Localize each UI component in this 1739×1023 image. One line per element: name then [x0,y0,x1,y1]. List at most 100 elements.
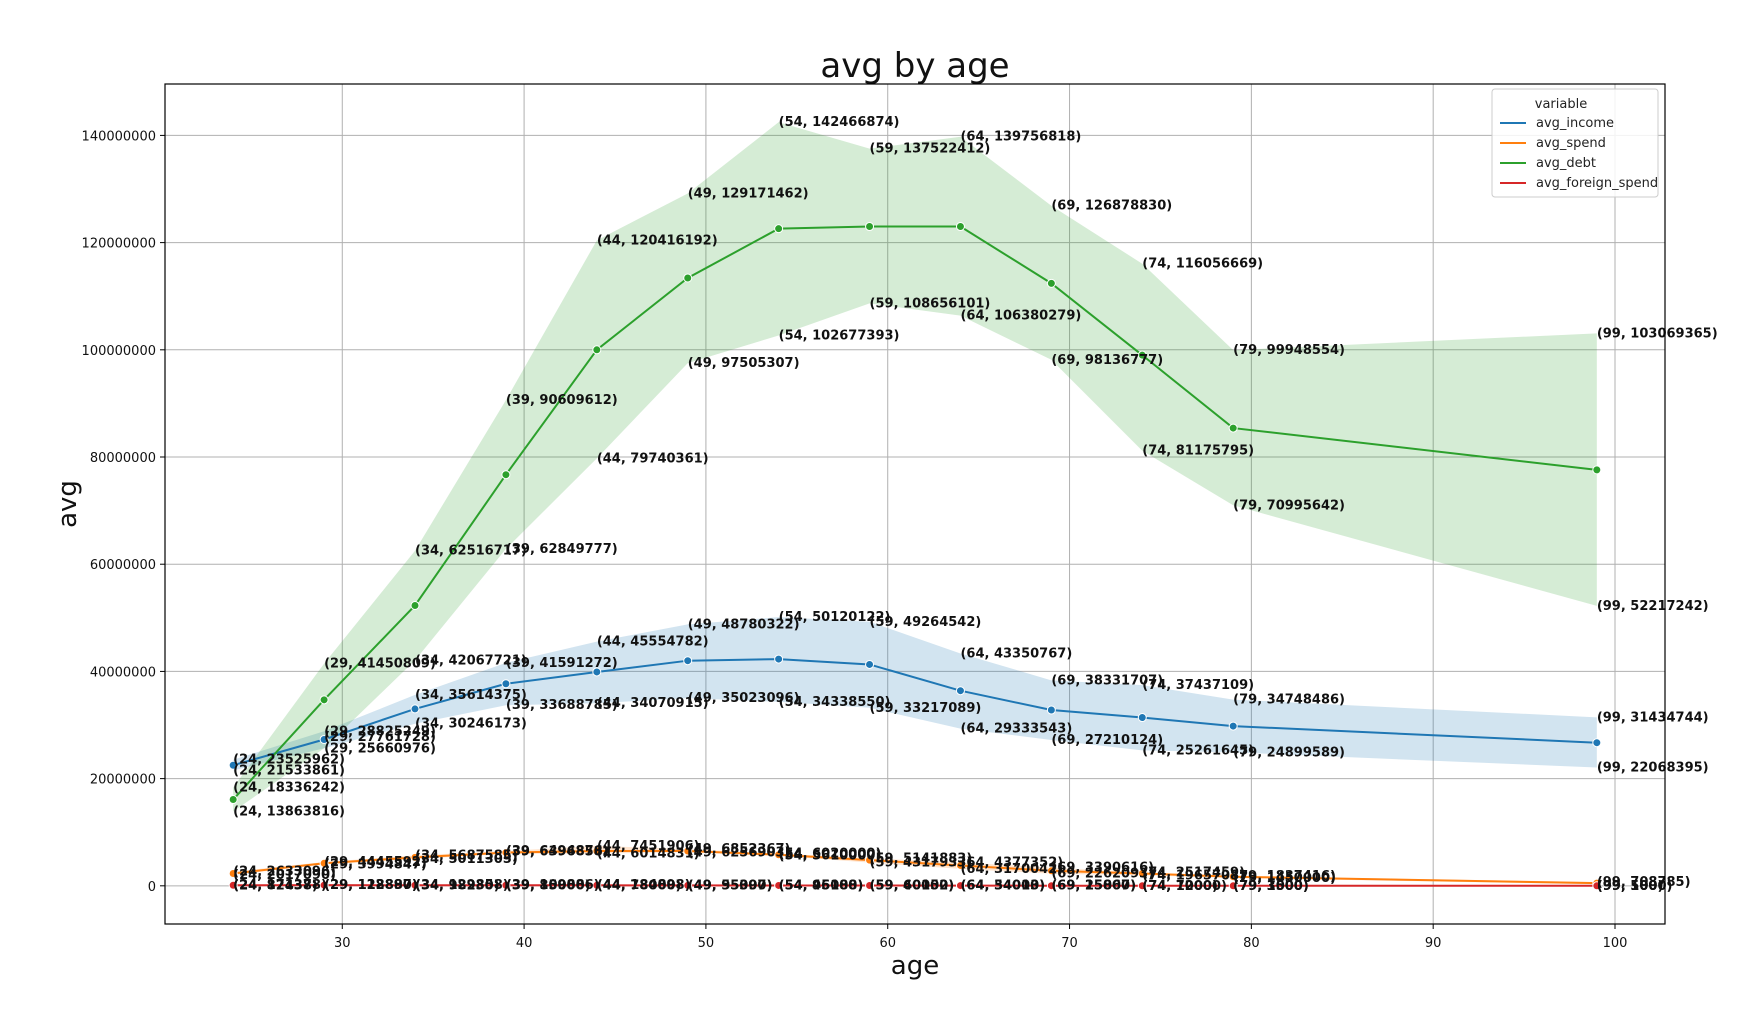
y-tick-label: 100000000 [82,344,156,359]
avg_debt-point [1592,465,1602,475]
data-label: (44, 120416192) [597,233,718,248]
data-label: (64, 43350767) [960,646,1072,661]
avg_debt-point [1046,278,1056,288]
data-label: (49, 35023096) [688,691,800,706]
data-label: (74, 1965708) [1142,868,1245,883]
data-label: (29, 27761728) [324,730,436,745]
avg_income-point [1592,738,1602,748]
data-label: (69, 2262093) [1051,867,1154,882]
avg_foreign_spend-point [228,880,238,890]
data-label: (54, 5610000) [779,849,882,864]
avg_foreign_spend-point [1046,881,1056,891]
data-label: (44, 184898) [597,878,691,893]
avg_income-band [233,617,1597,771]
data-label: (74, 7000) [1142,879,1218,894]
avg_income-point [1228,721,1238,731]
data-label: (49, 95397) [688,878,773,893]
avg_income-point [592,667,602,677]
avg_income-point [410,704,420,714]
avg_income-point [865,659,875,669]
data-label: (79, 3000) [1233,879,1309,894]
data-label: (59, 5141883) [870,851,973,866]
data-label: (39, 62849777) [506,542,618,557]
data-label: (44, 78000) [597,878,682,893]
data-label: (59, 60152) [870,878,955,893]
avg_foreign_spend-point [592,880,602,890]
data-label: (69, 38331707) [1051,673,1163,688]
avg_income-point [774,654,784,664]
data-label: (69, 126878830) [1051,199,1172,214]
data-label: (44, 45554782) [597,635,709,650]
data-label: (34, 62516717) [415,544,527,559]
avg_debt-point [1137,350,1147,360]
avg_debt-point [319,695,329,705]
data-label: (69, 25867) [1051,879,1136,894]
avg_spend-point [683,846,693,856]
data-label: (44, 6014831) [597,847,700,862]
data-label: (64, 4377352) [960,855,1063,870]
data-label: (29, 4445592) [324,855,427,870]
data-label: (99, 22068395) [1597,761,1709,776]
data-label: (74, 81175795) [1142,444,1254,459]
data-label: (74, 37437109) [1142,678,1254,693]
data-label: (79, 99948554) [1233,343,1345,358]
data-label: (39, 33688785) [506,698,618,713]
avg_spend-point [774,850,784,860]
avg_spend-point [319,858,329,868]
data-label: (99, 52217242) [1597,599,1709,614]
data-label: (54, 96188) [779,878,864,893]
data-label: (34, 35614375) [415,688,527,703]
avg_foreign_spend-point [410,880,420,890]
data-label: (54, 50120122) [779,610,891,625]
data-label: (79, 1837416) [1233,869,1336,884]
data-label: (99, 31434744) [1597,710,1709,725]
y-tick-label: 20000000 [90,773,156,788]
data-label: (74, 2517459) [1142,865,1245,880]
avg_debt-point [865,222,875,232]
avg_debt-point [592,345,602,355]
data-label: (59, 108656101) [870,296,991,311]
data-label: (64, 29333543) [960,722,1072,737]
data-label: (54, 102677393) [779,328,900,343]
data-label: (39, 6494876) [506,844,609,859]
data-label: (49, 97505307) [688,356,800,371]
data-label: (24, 82438) [233,878,318,893]
legend-label-avg_spend: avg_spend [1536,136,1606,151]
data-label: (69, 98136777) [1051,353,1163,368]
avg_income-point [319,734,329,744]
data-annotations: (54, 142466874) (64, 139756818)(59, 13752… [233,115,1717,894]
data-label: (24, 2017090) [233,868,336,883]
avg_foreign_spend-point [865,881,875,891]
data-label: (24, 13863816) [233,805,345,820]
avg_spend-band [233,845,1597,885]
data-label: (49, 55000) [688,879,773,894]
avg_foreign_spend-point [501,880,511,890]
data-label: (79, 1500) [1233,879,1309,894]
avg_debt-point [955,222,965,232]
data-label: (54, 34338550) [779,695,891,710]
legend-label-avg_income: avg_income [1536,116,1614,131]
data-label: (39, 109886) [506,878,600,893]
grid-layer [165,84,1665,924]
data-label: (74, 116056669) [1142,257,1263,272]
axis-ticks: 30 40 50 60 70 80 90 100 0 20000000 40000000 600000… [82,129,1628,951]
data-label: (29, 25660976) [324,741,436,756]
avg_foreign_spend-point [1228,881,1238,891]
data-label: (69, 27210124) [1051,733,1163,748]
data-label: (49, 6852367) [688,842,791,857]
legend-entries: avg_income avg_spend avg_debt avg_foreign_s… [1500,116,1658,191]
y-tick-label: 40000000 [90,665,156,680]
data-label: (79, 34748486) [1233,693,1345,708]
avg_income-point [683,656,693,666]
data-label: (64, 34000) [960,879,1045,894]
x-tick-label: 70 [1061,936,1078,951]
avg_debt-point [774,224,784,234]
y-tick-label: 140000000 [82,129,156,144]
data-label: (64, 3170042) [960,862,1063,877]
data-label: (44, 34070915) [597,696,709,711]
avg_spend-point [1046,866,1056,876]
data-label: (54, 142466874) [779,115,900,130]
plot-frame [164,83,1666,925]
avg_spend-point [865,855,875,865]
data-label: (44, 7451906) [597,839,700,854]
